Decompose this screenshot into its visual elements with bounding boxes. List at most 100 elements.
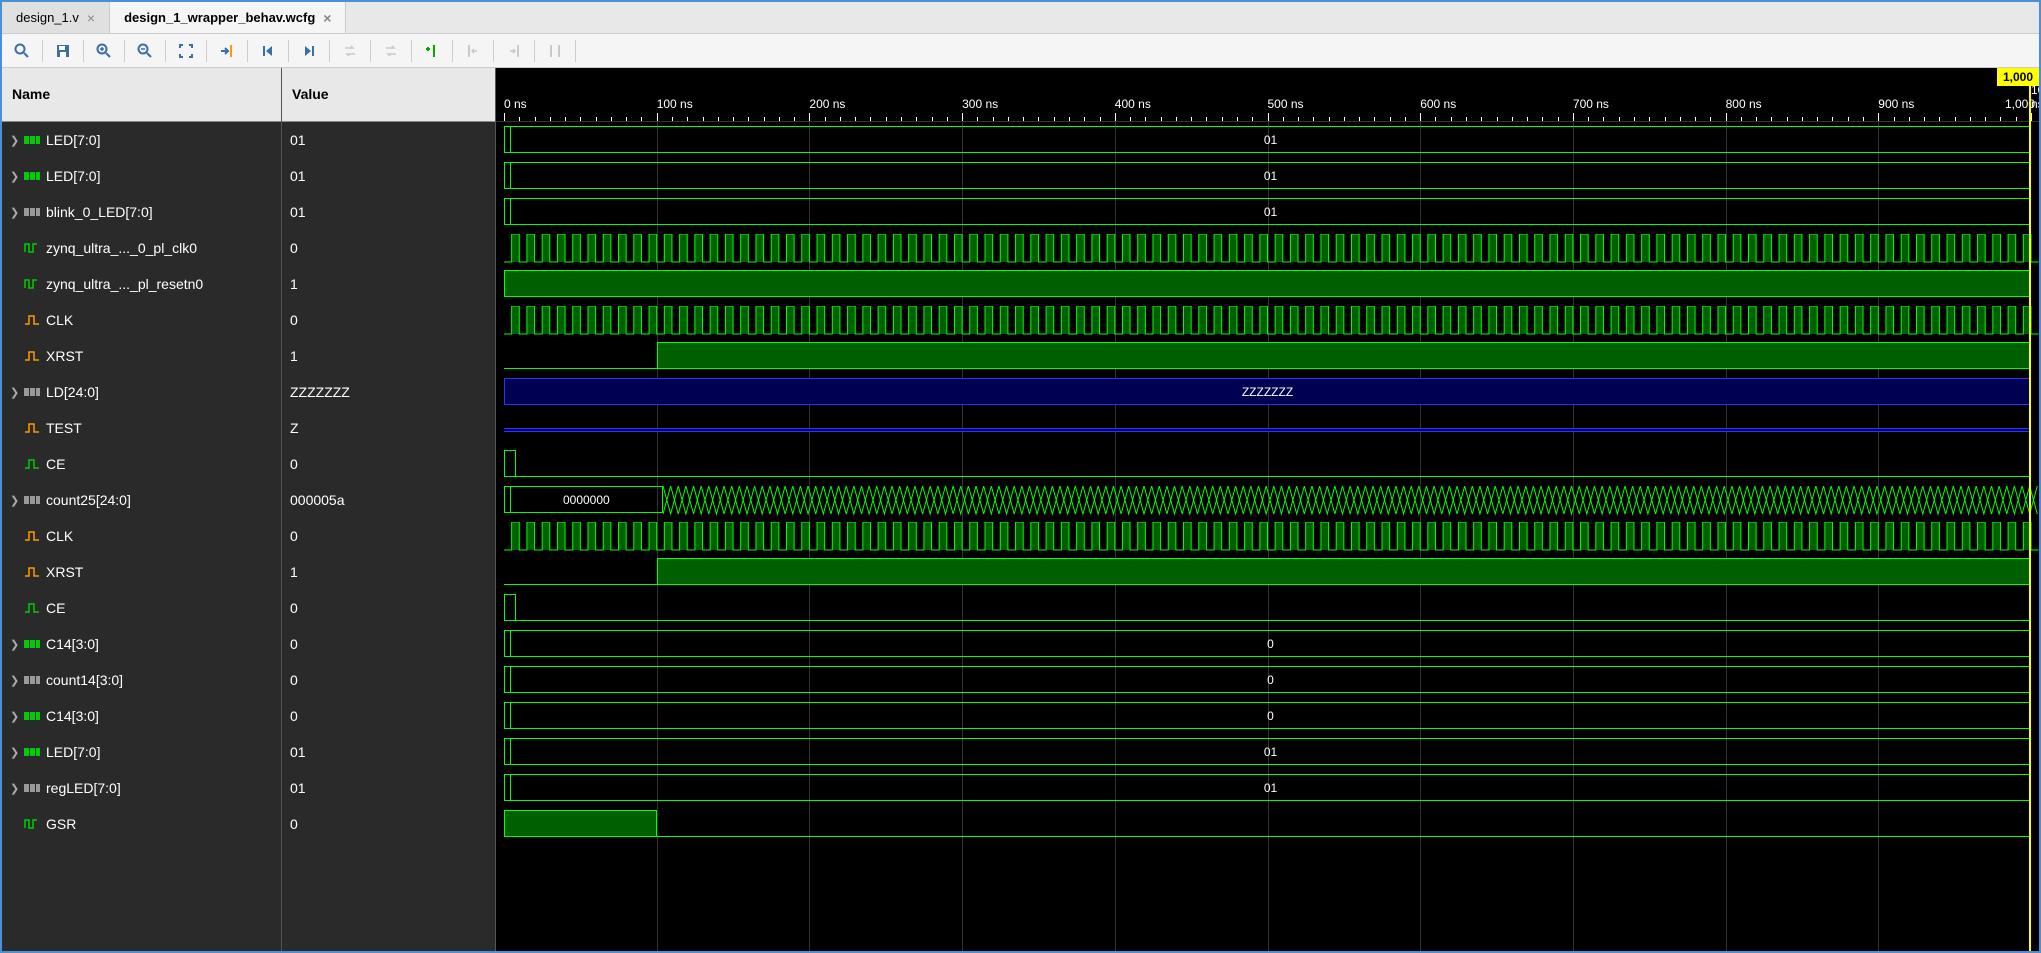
signal-value-row[interactable]: 0 (282, 698, 495, 734)
expand-icon[interactable]: ❯ (10, 206, 24, 219)
search-icon[interactable] (8, 37, 36, 65)
expand-icon[interactable]: ❯ (10, 746, 24, 759)
signal-icon (24, 781, 40, 795)
waveform-row[interactable] (496, 266, 2039, 302)
expand-icon[interactable]: ❯ (10, 638, 24, 651)
time-marker: 1,000 (1997, 68, 2039, 86)
signal-name-row[interactable]: ❯regLED[7:0] (2, 770, 281, 806)
signal-value-row[interactable]: 0 (282, 230, 495, 266)
expand-icon[interactable]: ❯ (10, 170, 24, 183)
zoom-out-icon[interactable] (131, 37, 159, 65)
waveform-row[interactable]: 01 (496, 122, 2039, 158)
signal-name-row[interactable]: ❯LED[7:0] (2, 158, 281, 194)
waveform-row[interactable] (496, 554, 2039, 590)
expand-icon[interactable]: ❯ (10, 782, 24, 795)
name-column-header[interactable]: Name (2, 68, 281, 122)
signal-name-row[interactable]: ❯blink_0_LED[7:0] (2, 194, 281, 230)
signal-name: count14[3:0] (46, 672, 123, 688)
signal-name-row[interactable]: ❯ LD[24:0] (2, 374, 281, 410)
signal-name-row[interactable]: zynq_ultra_..._pl_resetn0 (2, 266, 281, 302)
signal-name-row[interactable]: XRST (2, 338, 281, 374)
close-icon[interactable]: × (87, 10, 95, 26)
signal-name-row[interactable]: XRST (2, 554, 281, 590)
signal-value-row[interactable]: ZZZZZZZ (282, 374, 495, 410)
add-marker-icon[interactable] (418, 37, 446, 65)
signal-name-row[interactable]: ❯C14[3:0] (2, 626, 281, 662)
signal-name-row[interactable]: ❯ count25[24:0] (2, 482, 281, 518)
signal-value-row[interactable]: 01 (282, 158, 495, 194)
signal-name-row[interactable]: TEST (2, 410, 281, 446)
signal-name-row[interactable]: GSR (2, 806, 281, 842)
signal-icon (24, 313, 40, 327)
signal-value-row[interactable]: 01 (282, 770, 495, 806)
signal-value-row[interactable]: Z (282, 410, 495, 446)
goto-cursor-icon[interactable] (213, 37, 241, 65)
signal-panel: Name ❯LED[7:0]❯LED[7:0]❯blink_0_LED[7:0]… (2, 68, 496, 951)
signal-name-row[interactable]: ❯C14[3:0] (2, 698, 281, 734)
prev-trans-icon[interactable] (377, 37, 405, 65)
close-icon[interactable]: × (323, 10, 331, 26)
signal-name-row[interactable]: ❯LED[7:0] (2, 734, 281, 770)
value-column-header[interactable]: Value (282, 68, 495, 122)
signal-name: count25[24:0] (46, 492, 131, 508)
signal-icon (24, 529, 40, 543)
ruler-label: 800 ns (1726, 97, 1762, 111)
last-icon[interactable] (295, 37, 323, 65)
first-icon[interactable] (254, 37, 282, 65)
signal-name: XRST (46, 564, 83, 580)
signal-name-row[interactable]: CE (2, 590, 281, 626)
expand-icon[interactable]: ❯ (10, 134, 24, 147)
signal-name-row[interactable]: CE (2, 446, 281, 482)
next-marker-icon[interactable] (500, 37, 528, 65)
signal-name-row[interactable]: CLK (2, 302, 281, 338)
signal-value-row[interactable]: 000005a (282, 482, 495, 518)
signal-value-row[interactable]: 1 (282, 266, 495, 302)
swap-icon[interactable] (336, 37, 364, 65)
zoom-fit-icon[interactable] (172, 37, 200, 65)
waveform-row[interactable]: 0 (496, 698, 2039, 734)
waveform-row[interactable]: 01 (496, 158, 2039, 194)
waveform-row[interactable]: 0 (496, 626, 2039, 662)
signal-value-row[interactable]: 0 (282, 590, 495, 626)
signal-name: LD[24:0] (46, 384, 99, 400)
signal-value-row[interactable]: 0 (282, 302, 495, 338)
tab-design-v[interactable]: design_1.v × (2, 2, 110, 33)
waveform-row[interactable]: ZZZZZZZ (496, 374, 2039, 410)
waveform-row[interactable] (496, 230, 2039, 266)
signal-value-row[interactable]: 01 (282, 734, 495, 770)
signal-name-row[interactable]: ❯LED[7:0] (2, 122, 281, 158)
waveform-row[interactable] (496, 518, 2039, 554)
cursor-line[interactable] (2029, 68, 2031, 951)
save-icon[interactable] (49, 37, 77, 65)
zoom-in-icon[interactable] (90, 37, 118, 65)
signal-value-row[interactable]: 01 (282, 194, 495, 230)
signal-name-row[interactable]: CLK (2, 518, 281, 554)
prev-marker-icon[interactable] (459, 37, 487, 65)
waveform-row[interactable]: 01 (496, 734, 2039, 770)
waveform-row[interactable]: 01 (496, 194, 2039, 230)
signal-name-row[interactable]: ❯ count14[3:0] (2, 662, 281, 698)
tab-wcfg[interactable]: design_1_wrapper_behav.wcfg × (110, 2, 346, 33)
waveform-row[interactable] (496, 302, 2039, 338)
remove-marker-icon[interactable] (541, 37, 569, 65)
signal-value-row[interactable]: 0 (282, 662, 495, 698)
waveform-row[interactable]: 01 (496, 770, 2039, 806)
ruler-label: 600 ns (1420, 97, 1456, 111)
waveform-row[interactable]: 0 (496, 662, 2039, 698)
time-ruler[interactable]: 0 ns100 ns200 ns300 ns400 ns500 ns600 ns… (496, 68, 2039, 122)
expand-icon[interactable]: ❯ (10, 494, 24, 507)
expand-icon[interactable]: ❯ (10, 674, 24, 687)
signal-value-row[interactable]: 01 (282, 122, 495, 158)
signal-value-row[interactable]: 1 (282, 338, 495, 374)
signal-value-row[interactable]: 0 (282, 446, 495, 482)
signal-value-row[interactable]: 0 (282, 626, 495, 662)
signal-value-row[interactable]: 1 (282, 554, 495, 590)
signal-name-row[interactable]: zynq_ultra_..._0_pl_clk0 (2, 230, 281, 266)
expand-icon[interactable]: ❯ (10, 710, 24, 723)
signal-value-row[interactable]: 0 (282, 806, 495, 842)
signal-value-row[interactable]: 0 (282, 518, 495, 554)
waveform-row[interactable]: 0000000 (496, 482, 2039, 518)
waveform-row[interactable] (496, 338, 2039, 374)
waveform-panel[interactable]: 1,000 0 ns100 ns200 ns300 ns400 ns500 ns… (496, 68, 2039, 951)
expand-icon[interactable]: ❯ (10, 386, 24, 399)
